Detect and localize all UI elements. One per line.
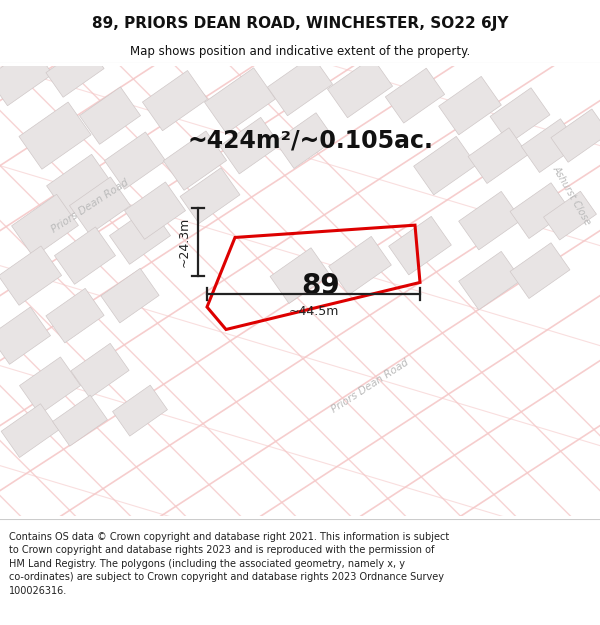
Polygon shape xyxy=(70,177,131,234)
Text: Map shows position and indicative extent of the property.: Map shows position and indicative extent… xyxy=(130,45,470,58)
Text: ~44.5m: ~44.5m xyxy=(289,305,338,318)
Polygon shape xyxy=(113,385,167,436)
Polygon shape xyxy=(109,207,170,264)
Polygon shape xyxy=(19,102,91,169)
Polygon shape xyxy=(521,119,579,172)
Polygon shape xyxy=(389,216,451,275)
Polygon shape xyxy=(0,66,600,516)
Polygon shape xyxy=(551,109,600,162)
Polygon shape xyxy=(468,127,528,184)
Polygon shape xyxy=(510,242,570,299)
Polygon shape xyxy=(0,307,50,364)
Polygon shape xyxy=(163,131,227,190)
Text: 89: 89 xyxy=(301,272,340,300)
Polygon shape xyxy=(439,76,502,135)
Polygon shape xyxy=(142,71,208,131)
Text: ~424m²/~0.105ac.: ~424m²/~0.105ac. xyxy=(187,129,433,152)
Polygon shape xyxy=(220,118,280,174)
Text: ~24.3m: ~24.3m xyxy=(178,216,191,267)
Polygon shape xyxy=(328,58,392,118)
Polygon shape xyxy=(46,288,104,343)
Polygon shape xyxy=(79,87,140,144)
Polygon shape xyxy=(0,246,62,305)
Polygon shape xyxy=(53,395,107,446)
Polygon shape xyxy=(1,404,59,458)
Polygon shape xyxy=(458,251,521,310)
Polygon shape xyxy=(104,132,166,189)
Polygon shape xyxy=(55,227,116,284)
Polygon shape xyxy=(275,112,335,169)
Polygon shape xyxy=(11,194,79,257)
Text: Contains OS data © Crown copyright and database right 2021. This information is : Contains OS data © Crown copyright and d… xyxy=(9,531,449,596)
Polygon shape xyxy=(413,136,476,195)
Polygon shape xyxy=(47,154,113,217)
Text: Ashurst Close: Ashurst Close xyxy=(551,164,593,227)
Text: Priors Dean Road: Priors Dean Road xyxy=(50,177,130,234)
Polygon shape xyxy=(490,88,550,144)
Polygon shape xyxy=(46,44,104,98)
Polygon shape xyxy=(329,236,391,295)
Polygon shape xyxy=(180,168,240,224)
Polygon shape xyxy=(458,191,521,250)
Polygon shape xyxy=(205,68,275,133)
Polygon shape xyxy=(510,182,570,239)
Polygon shape xyxy=(385,68,445,123)
Polygon shape xyxy=(124,182,185,239)
Polygon shape xyxy=(544,191,596,240)
Polygon shape xyxy=(270,248,330,304)
Polygon shape xyxy=(268,56,332,116)
Polygon shape xyxy=(101,268,159,323)
Polygon shape xyxy=(19,357,80,414)
Polygon shape xyxy=(71,343,129,398)
Text: Priors Dean Road: Priors Dean Road xyxy=(329,357,410,414)
Polygon shape xyxy=(0,46,53,106)
Text: 89, PRIORS DEAN ROAD, WINCHESTER, SO22 6JY: 89, PRIORS DEAN ROAD, WINCHESTER, SO22 6… xyxy=(92,16,508,31)
